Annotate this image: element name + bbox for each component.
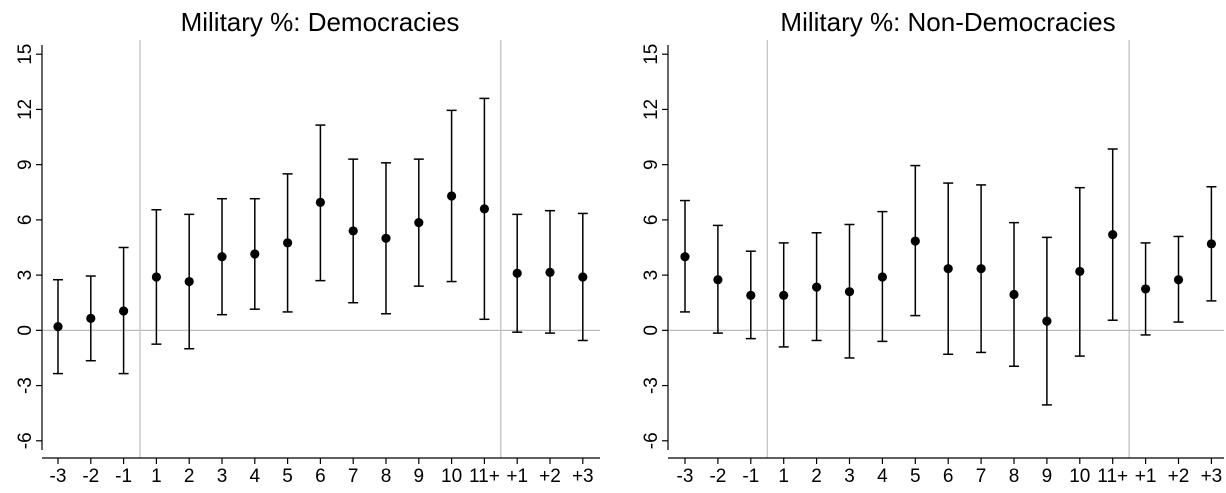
y-tick-label: 3: [641, 270, 662, 281]
data-point: [713, 275, 723, 285]
x-tick-label: 11+: [1097, 466, 1128, 487]
y-tick-label: 0: [15, 325, 36, 336]
y-tick-label: 0: [641, 325, 662, 336]
x-tick-label: 4: [250, 466, 261, 487]
data-point: [1108, 230, 1118, 240]
y-tick-label: 15: [641, 44, 662, 65]
data-point: [315, 197, 325, 207]
x-tick-label: 10: [441, 466, 462, 487]
y-tick-label: 9: [641, 159, 662, 170]
y-tick-label: 6: [15, 215, 36, 226]
x-tick-label: 8: [1009, 466, 1020, 487]
data-point: [877, 272, 888, 282]
y-tick-label: -6: [641, 432, 662, 449]
y-tick-label: -3: [641, 377, 662, 394]
data-point: [844, 287, 855, 297]
x-tick-label: 9: [414, 466, 425, 487]
y-tick-label: 15: [15, 44, 36, 65]
x-tick-label: 1: [151, 466, 162, 487]
x-tick-label: 2: [811, 466, 822, 487]
x-tick-label: 2: [184, 466, 195, 487]
x-tick-label: 3: [217, 466, 228, 487]
x-tick-label: 6: [315, 466, 326, 487]
x-tick-label: 4: [877, 466, 888, 487]
x-tick-label: +3: [1201, 466, 1223, 487]
x-tick-label: -2: [82, 466, 99, 487]
data-point: [381, 233, 391, 243]
data-point: [578, 272, 588, 282]
data-point: [545, 267, 555, 277]
x-tick-label: 7: [348, 466, 359, 487]
panel-title: Military %: Non-Democracies: [780, 7, 1115, 37]
data-point: [348, 226, 358, 236]
y-tick-label: -3: [15, 377, 36, 394]
data-point: [680, 252, 690, 262]
x-tick-label: +2: [539, 466, 561, 487]
y-tick-label: -6: [15, 432, 36, 449]
data-point: [910, 236, 920, 246]
data-point: [1173, 275, 1184, 285]
data-point: [86, 313, 96, 323]
x-tick-label: 3: [844, 466, 855, 487]
panel-title: Military %: Democracies: [181, 7, 460, 37]
data-point: [119, 306, 129, 316]
x-tick-label: 6: [943, 466, 954, 487]
x-tick-label: -2: [709, 466, 726, 487]
x-tick-label: +2: [1168, 466, 1190, 487]
data-point: [1206, 239, 1216, 249]
x-tick-label: 7: [976, 466, 987, 487]
x-tick-label: 5: [910, 466, 921, 487]
x-tick-label: 8: [381, 466, 392, 487]
panel-non-democracies: Military %: Non-Democracies -6-303691215…: [641, 7, 1224, 487]
data-point: [812, 282, 822, 292]
x-tick-label: 11+: [469, 466, 500, 487]
y-tick-label: 12: [641, 99, 662, 120]
x-tick-label: 5: [282, 466, 293, 487]
data-point: [746, 290, 756, 300]
x-tick-label: -1: [742, 466, 759, 487]
data-point: [217, 252, 227, 262]
x-tick-label: 1: [778, 466, 789, 487]
data-point: [512, 268, 522, 278]
data-point: [1009, 289, 1019, 300]
x-tick-label: -1: [115, 466, 132, 487]
x-tick-label: -3: [50, 466, 67, 487]
data-point: [250, 249, 260, 259]
data-point: [447, 191, 457, 201]
x-tick-label: +3: [572, 466, 594, 487]
data-point: [976, 264, 986, 274]
data-point: [1141, 284, 1151, 294]
data-point: [53, 322, 63, 332]
x-tick-label: 10: [1069, 466, 1090, 487]
data-point: [283, 238, 293, 248]
y-tick-label: 6: [641, 215, 662, 226]
data-point: [779, 290, 789, 300]
y-tick-label: 3: [15, 270, 36, 281]
x-tick-label: +1: [506, 466, 528, 487]
x-tick-label: -3: [677, 466, 694, 487]
data-point: [414, 218, 424, 228]
data-point: [479, 204, 489, 214]
x-tick-label: +1: [1135, 466, 1157, 487]
x-tick-label: 9: [1042, 466, 1053, 487]
data-point: [184, 276, 194, 287]
data-point: [1042, 316, 1052, 326]
data-point: [1075, 266, 1085, 277]
data-point: [943, 264, 953, 274]
y-tick-label: 12: [15, 99, 36, 120]
y-tick-label: 9: [15, 159, 36, 170]
data-point: [151, 272, 161, 282]
